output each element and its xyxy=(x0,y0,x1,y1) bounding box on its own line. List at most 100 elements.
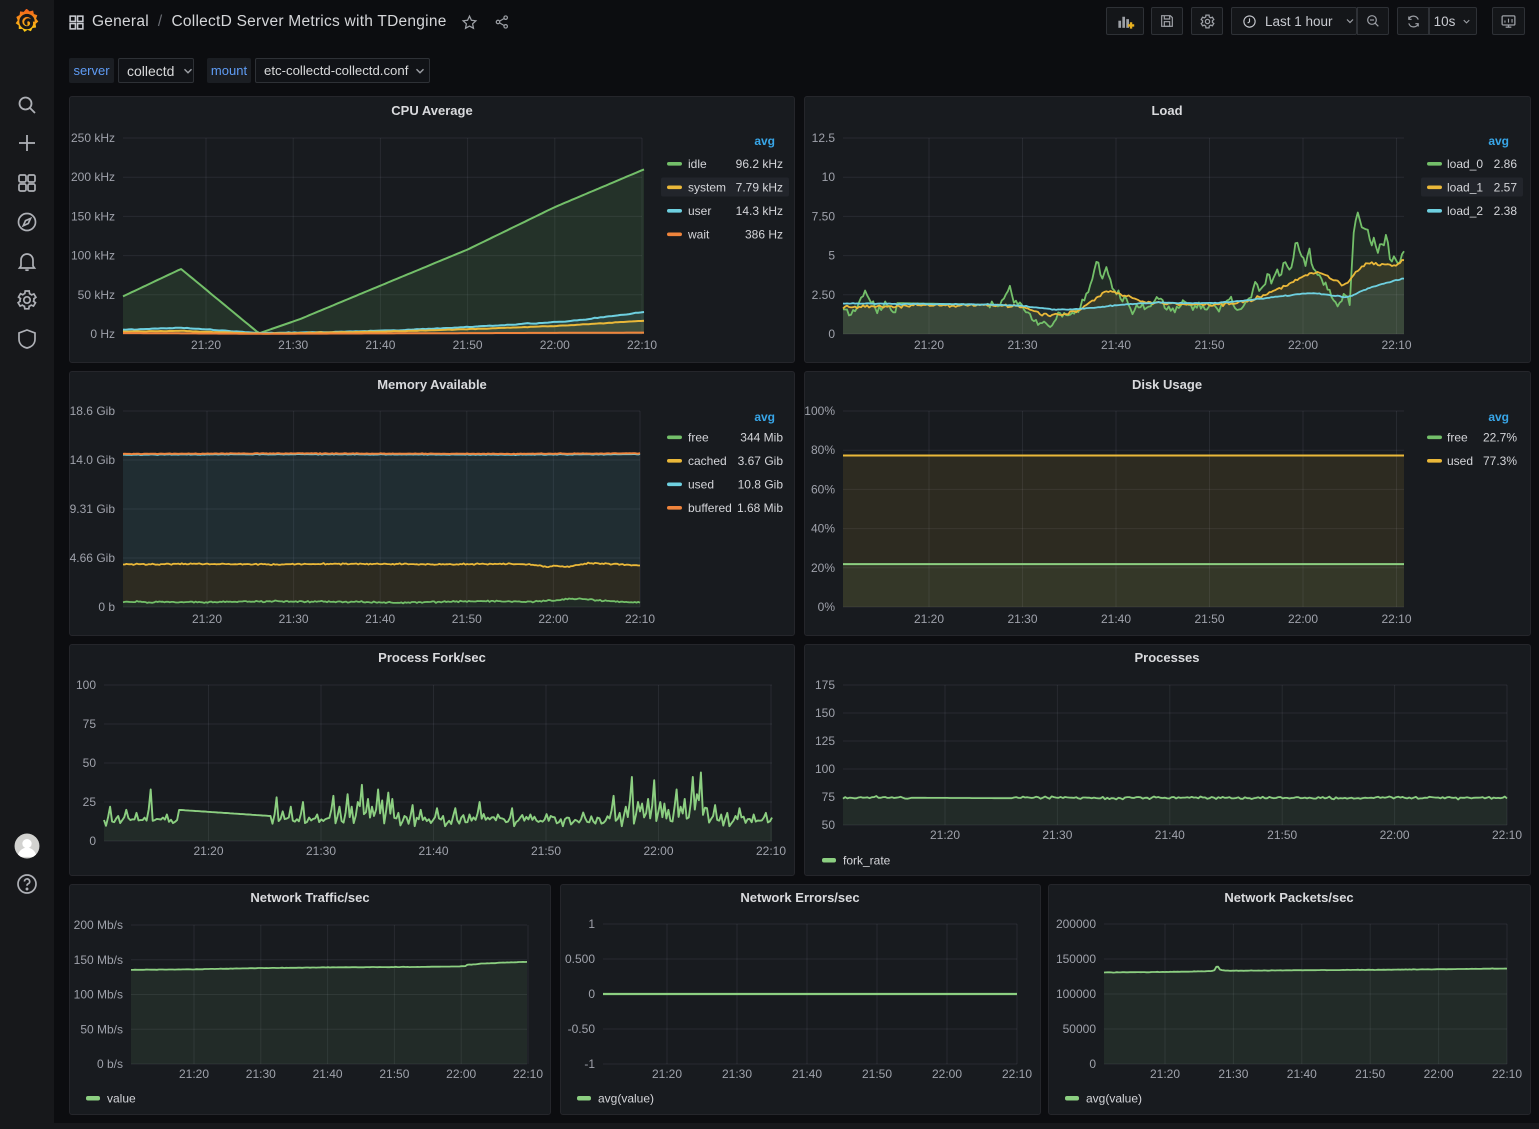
svg-text:2.50: 2.50 xyxy=(812,288,836,302)
svg-text:21:50: 21:50 xyxy=(1355,1067,1385,1081)
svg-text:21:40: 21:40 xyxy=(365,612,395,626)
svg-text:21:30: 21:30 xyxy=(306,844,336,858)
svg-text:used: used xyxy=(688,478,714,492)
svg-text:80%: 80% xyxy=(811,443,835,457)
svg-text:50 kHz: 50 kHz xyxy=(78,288,115,302)
svg-text:100%: 100% xyxy=(804,404,835,418)
svg-text:1.68 Mib: 1.68 Mib xyxy=(737,501,783,515)
svg-text:avg: avg xyxy=(1488,134,1509,148)
svg-text:22:10: 22:10 xyxy=(513,1067,543,1081)
svg-text:0: 0 xyxy=(828,327,835,341)
svg-text:value: value xyxy=(107,1092,136,1106)
svg-text:21:40: 21:40 xyxy=(418,844,448,858)
svg-text:21:20: 21:20 xyxy=(930,828,960,842)
svg-text:cached: cached xyxy=(688,454,727,468)
svg-text:22:00: 22:00 xyxy=(538,612,568,626)
svg-text:avg: avg xyxy=(1488,410,1509,424)
svg-text:21:50: 21:50 xyxy=(1194,338,1224,352)
svg-text:22:00: 22:00 xyxy=(1380,828,1410,842)
svg-text:Processes: Processes xyxy=(1134,650,1199,665)
svg-text:100: 100 xyxy=(76,678,96,692)
svg-text:21:30: 21:30 xyxy=(279,612,309,626)
svg-text:22:10: 22:10 xyxy=(1492,1067,1522,1081)
svg-text:Load: Load xyxy=(1151,103,1182,118)
svg-text:free: free xyxy=(688,431,709,445)
svg-text:21:30: 21:30 xyxy=(246,1067,276,1081)
svg-text:22:00: 22:00 xyxy=(1288,612,1318,626)
svg-text:21:40: 21:40 xyxy=(313,1067,343,1081)
svg-text:Network Errors/sec: Network Errors/sec xyxy=(740,890,859,905)
svg-text:free: free xyxy=(1447,431,1468,445)
svg-text:22:00: 22:00 xyxy=(446,1067,476,1081)
svg-text:21:20: 21:20 xyxy=(914,338,944,352)
svg-text:21:50: 21:50 xyxy=(862,1067,892,1081)
svg-text:10.8 Gib: 10.8 Gib xyxy=(738,478,784,492)
svg-text:user: user xyxy=(688,204,711,218)
svg-text:150: 150 xyxy=(815,706,835,720)
svg-text:50: 50 xyxy=(83,756,97,770)
svg-text:14.0 Gib: 14.0 Gib xyxy=(70,453,116,467)
svg-text:21:30: 21:30 xyxy=(278,338,308,352)
svg-text:22:00: 22:00 xyxy=(1424,1067,1454,1081)
svg-text:2.86: 2.86 xyxy=(1494,157,1518,171)
svg-text:avg(value): avg(value) xyxy=(1086,1092,1142,1106)
svg-text:200 kHz: 200 kHz xyxy=(71,170,115,184)
svg-text:21:20: 21:20 xyxy=(652,1067,682,1081)
svg-text:40%: 40% xyxy=(811,522,835,536)
svg-text:200000: 200000 xyxy=(1056,917,1096,931)
svg-text:21:50: 21:50 xyxy=(453,338,483,352)
svg-text:21:50: 21:50 xyxy=(379,1067,409,1081)
svg-text:avg: avg xyxy=(754,134,775,148)
svg-text:21:40: 21:40 xyxy=(792,1067,822,1081)
svg-text:150 kHz: 150 kHz xyxy=(71,209,115,223)
svg-text:22:10: 22:10 xyxy=(1381,612,1411,626)
svg-text:200 Mb/s: 200 Mb/s xyxy=(74,918,123,932)
svg-text:2.38: 2.38 xyxy=(1494,204,1518,218)
svg-text:100 Mb/s: 100 Mb/s xyxy=(74,988,123,1002)
svg-text:100000: 100000 xyxy=(1056,987,1096,1001)
svg-text:21:30: 21:30 xyxy=(722,1067,752,1081)
svg-text:250 kHz: 250 kHz xyxy=(71,131,115,145)
svg-text:22:10: 22:10 xyxy=(625,612,655,626)
svg-text:60%: 60% xyxy=(811,482,835,496)
svg-text:21:50: 21:50 xyxy=(1267,828,1297,842)
svg-text:21:50: 21:50 xyxy=(1194,612,1224,626)
svg-text:9.31 Gib: 9.31 Gib xyxy=(70,502,116,516)
svg-text:1: 1 xyxy=(588,917,595,931)
svg-text:22:10: 22:10 xyxy=(1492,828,1522,842)
svg-text:CPU Average: CPU Average xyxy=(391,103,472,118)
svg-text:21:30: 21:30 xyxy=(1007,338,1037,352)
svg-text:22:00: 22:00 xyxy=(540,338,570,352)
svg-text:0: 0 xyxy=(1089,1057,1096,1071)
svg-text:12.5: 12.5 xyxy=(812,131,836,145)
svg-text:75: 75 xyxy=(83,717,97,731)
svg-text:Network Traffic/sec: Network Traffic/sec xyxy=(250,890,369,905)
svg-text:75: 75 xyxy=(822,790,836,804)
svg-text:21:40: 21:40 xyxy=(1101,612,1131,626)
svg-text:100: 100 xyxy=(815,762,835,776)
svg-text:idle: idle xyxy=(688,157,707,171)
svg-text:22:00: 22:00 xyxy=(932,1067,962,1081)
svg-text:5: 5 xyxy=(828,249,835,263)
svg-text:21:20: 21:20 xyxy=(192,612,222,626)
svg-text:22.7%: 22.7% xyxy=(1483,431,1517,445)
svg-text:wait: wait xyxy=(687,228,710,242)
svg-text:18.6 Gib: 18.6 Gib xyxy=(70,404,116,418)
svg-text:Network Packets/sec: Network Packets/sec xyxy=(1224,890,1353,905)
svg-text:21:30: 21:30 xyxy=(1007,612,1037,626)
svg-text:7.50: 7.50 xyxy=(812,209,836,223)
svg-text:Memory Available: Memory Available xyxy=(377,377,487,392)
svg-text:21:20: 21:20 xyxy=(179,1067,209,1081)
svg-text:0: 0 xyxy=(588,987,595,1001)
svg-text:50000: 50000 xyxy=(1063,1022,1097,1036)
svg-text:20%: 20% xyxy=(811,561,835,575)
svg-text:150000: 150000 xyxy=(1056,952,1096,966)
svg-text:0: 0 xyxy=(89,834,96,848)
svg-text:load_2: load_2 xyxy=(1447,204,1483,218)
svg-text:load_1: load_1 xyxy=(1447,181,1483,195)
svg-text:3.67 Gib: 3.67 Gib xyxy=(738,454,784,468)
svg-text:21:40: 21:40 xyxy=(1101,338,1131,352)
svg-text:386 Hz: 386 Hz xyxy=(745,228,783,242)
svg-text:77.3%: 77.3% xyxy=(1483,454,1517,468)
svg-text:21:20: 21:20 xyxy=(191,338,221,352)
